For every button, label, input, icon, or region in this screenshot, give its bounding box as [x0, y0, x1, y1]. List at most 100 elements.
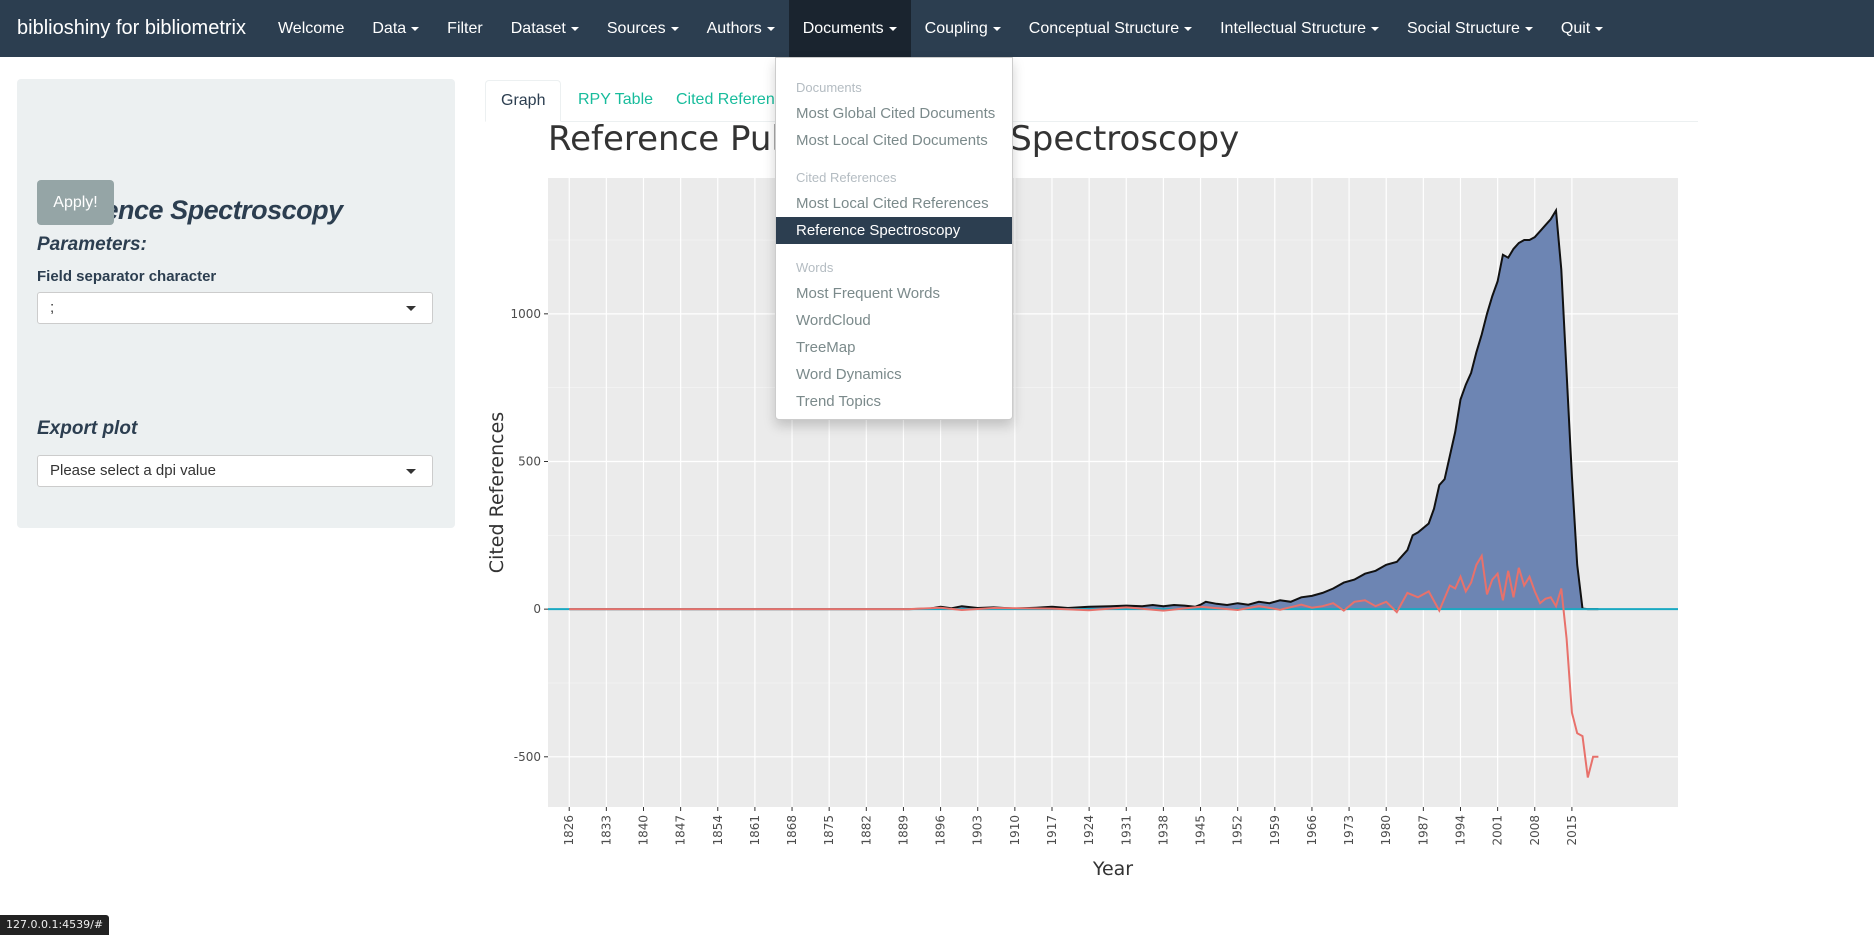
- dpi-select[interactable]: Please select a dpi value: [37, 455, 433, 487]
- x-tick-label: 1966: [1305, 815, 1319, 846]
- caret-down-icon: [411, 26, 420, 31]
- nav-authors[interactable]: Authors: [693, 0, 789, 57]
- caret-down-icon: [670, 26, 679, 31]
- dropdown-header-cited-references: Cited References: [796, 170, 897, 185]
- x-tick-label: 1826: [562, 815, 576, 846]
- x-tick-label: 1931: [1119, 815, 1133, 846]
- chevron-down-icon: [406, 469, 416, 474]
- field-separator-select[interactable]: ;: [37, 292, 433, 324]
- x-tick-label: 1910: [1008, 815, 1022, 846]
- nav-authors-label: Authors: [706, 20, 762, 37]
- x-tick-label: 1854: [711, 815, 725, 846]
- nav-data[interactable]: Data: [358, 0, 433, 57]
- x-axis-title: Year: [1092, 858, 1133, 880]
- apply-button[interactable]: Apply!: [37, 180, 114, 225]
- x-tick-label: 1938: [1156, 815, 1170, 846]
- y-tick-label: -500: [514, 750, 541, 764]
- line-series-median-diff: [569, 553, 1599, 778]
- nav-menu: Welcome Data Filter Dataset Sources Authors Do…: [264, 0, 1617, 57]
- x-tick-label: 1945: [1194, 815, 1208, 846]
- menu-item-trend-topics[interactable]: Trend Topics: [796, 393, 882, 410]
- nav-intellectual-structure[interactable]: Intellectual Structure: [1206, 0, 1393, 57]
- x-tick-label: 2015: [1565, 815, 1579, 846]
- x-tick-label: 1868: [785, 815, 799, 846]
- y-tick-label: 0: [533, 602, 541, 616]
- nav-intellectual-structure-label: Intellectual Structure: [1220, 20, 1366, 37]
- nav-coupling-label: Coupling: [924, 20, 988, 37]
- area-series-cited-references: [569, 210, 1599, 610]
- nav-dataset[interactable]: Dataset: [497, 0, 593, 57]
- x-tick-label: 1987: [1416, 815, 1430, 846]
- x-tick-label: 1917: [1045, 815, 1059, 846]
- menu-item-wordcloud[interactable]: WordCloud: [796, 312, 871, 329]
- x-tick-label: 1896: [934, 815, 948, 846]
- chevron-down-icon: [406, 306, 416, 311]
- nav-quit-label: Quit: [1560, 20, 1591, 37]
- x-tick-label: 2001: [1491, 815, 1505, 846]
- nav-documents-label: Documents: [802, 20, 884, 37]
- caret-down-icon: [1524, 26, 1533, 31]
- field-separator-value: ;: [50, 299, 55, 316]
- caret-down-icon: [1370, 26, 1379, 31]
- status-bar-url: 127.0.0.1:4539/#: [0, 915, 110, 935]
- x-tick-label: 1952: [1231, 815, 1245, 846]
- nav-filter[interactable]: Filter: [433, 0, 497, 57]
- navbar: biblioshiny for bibliometrix Welcome Data…: [0, 0, 1874, 57]
- nav-quit[interactable]: Quit: [1547, 0, 1617, 57]
- nav-sources[interactable]: Sources: [593, 0, 693, 57]
- export-plot-heading: Export plot: [37, 418, 138, 439]
- x-tick-label: 2008: [1528, 815, 1542, 846]
- nav-conceptual-structure[interactable]: Conceptual Structure: [1015, 0, 1206, 57]
- nav-dataset-label: Dataset: [510, 20, 566, 37]
- spectroscopy-chart: Reference Publication Year Spectroscopy-…: [486, 119, 1678, 880]
- caret-down-icon: [1184, 26, 1193, 31]
- nav-social-structure[interactable]: Social Structure: [1393, 0, 1547, 57]
- menu-item-most-local-cited-references[interactable]: Most Local Cited References: [796, 195, 989, 212]
- x-tick-label: 1980: [1379, 815, 1393, 846]
- caret-down-icon: [888, 26, 897, 31]
- nav-data-label: Data: [372, 20, 407, 37]
- menu-item-treemap[interactable]: TreeMap: [796, 339, 856, 356]
- nav-social-structure-label: Social Structure: [1406, 20, 1520, 37]
- x-tick-label: 1833: [599, 815, 613, 846]
- x-tick-label: 1882: [859, 815, 873, 846]
- nav-conceptual-structure-label: Conceptual Structure: [1028, 20, 1180, 37]
- tab-graph[interactable]: Graph: [485, 80, 562, 122]
- dropdown-header-words: Words: [796, 260, 834, 275]
- nav-welcome-label: Welcome: [277, 20, 345, 37]
- line-series-cited-references: [569, 207, 1599, 611]
- dpi-placeholder: Please select a dpi value: [50, 462, 216, 479]
- y-tick-label: 1000: [510, 307, 541, 321]
- x-tick-label: 1924: [1082, 815, 1096, 846]
- nav-coupling[interactable]: Coupling: [911, 0, 1015, 57]
- menu-item-reference-spectroscopy[interactable]: Reference Spectroscopy: [776, 217, 1012, 244]
- y-tick-label: 500: [518, 454, 541, 468]
- menu-item-most-global-cited-documents[interactable]: Most Global Cited Documents: [796, 105, 996, 122]
- menu-item-word-dynamics[interactable]: Word Dynamics: [796, 366, 902, 383]
- tab-rpy-table[interactable]: RPY Table: [578, 91, 654, 108]
- documents-dropdown-menu: Documents Most Global Cited Documents Mo…: [775, 57, 1013, 420]
- x-tick-label: 1889: [896, 815, 910, 846]
- x-tick-label: 1861: [748, 815, 762, 846]
- x-tick-label: 1959: [1268, 815, 1282, 846]
- menu-item-most-local-cited-documents[interactable]: Most Local Cited Documents: [796, 132, 988, 149]
- nav-filter-label: Filter: [447, 20, 483, 37]
- x-tick-label: 1973: [1342, 815, 1356, 846]
- field-separator-label: Field separator character: [37, 268, 217, 285]
- caret-down-icon: [1595, 26, 1604, 31]
- caret-down-icon: [992, 26, 1001, 31]
- tab-cited-references[interactable]: Cited References: [676, 91, 800, 108]
- x-tick-label: 1840: [636, 815, 650, 846]
- menu-item-most-frequent-words[interactable]: Most Frequent Words: [796, 285, 940, 302]
- app-brand[interactable]: biblioshiny for bibliometrix: [17, 17, 246, 39]
- caret-down-icon: [570, 26, 579, 31]
- x-tick-label: 1903: [971, 815, 985, 846]
- parameters-heading: Parameters:: [37, 234, 147, 255]
- y-axis-title: Cited References: [486, 412, 508, 573]
- caret-down-icon: [766, 26, 775, 31]
- x-tick-label: 1994: [1453, 815, 1467, 846]
- tab-bar: Graph RPY Table Cited References: [485, 80, 1698, 122]
- nav-documents[interactable]: Documents: [788, 0, 911, 57]
- nav-welcome[interactable]: Welcome: [264, 0, 358, 57]
- x-tick-label: 1847: [674, 815, 688, 846]
